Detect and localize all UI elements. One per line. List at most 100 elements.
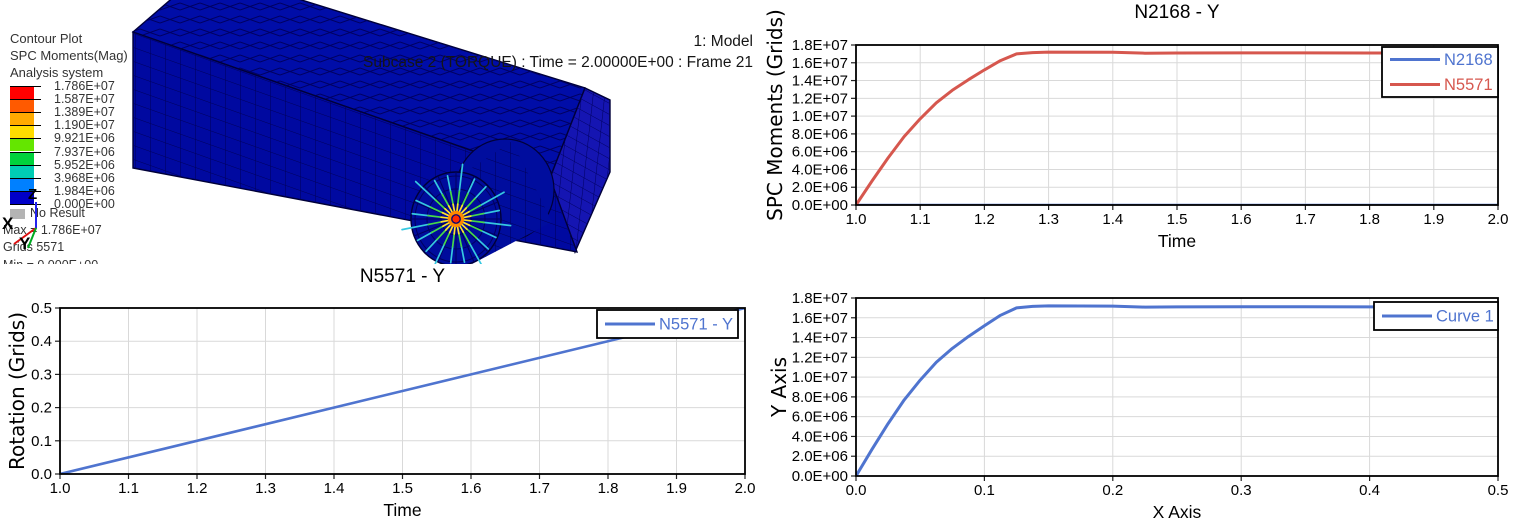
y-tick-label: 4.0E+06 xyxy=(792,428,848,445)
chart-svg-spc-moments: 1.0 1.1 1.2 1.3 1.4 1.5 1.6 1.7 1.8 1.9 2.0 0.0E+00… xyxy=(763,2,1509,251)
x-tick-label: 1.2 xyxy=(974,211,995,228)
contour-legend-header: Contour Plot SPC Moments(Mag) Analysis s… xyxy=(10,30,128,81)
x-tick-label: 1.0 xyxy=(846,211,867,228)
legend-entry-label: N5571 - Y xyxy=(659,316,733,334)
x-tick-label: 1.7 xyxy=(529,480,550,497)
colorbar-tick xyxy=(10,190,41,192)
x-tick-label: 0.5 xyxy=(1488,482,1509,499)
chart-spc-moments[interactable]: 1.0 1.1 1.2 1.3 1.4 1.5 1.6 1.7 1.8 1.9 2.0 0.0E+00… xyxy=(760,0,1520,264)
x-tick-label: 1.8 xyxy=(1359,211,1380,228)
triad-x-label: X xyxy=(2,214,14,233)
y-tick-label: 1.8E+07 xyxy=(792,290,848,307)
colorbar-level-label: 1.587E+07 xyxy=(54,92,115,107)
x-tick-label: 1.8 xyxy=(598,480,619,497)
chart-window-spc-moments[interactable]: 1.0 1.1 1.2 1.3 1.4 1.5 1.6 1.7 1.8 1.9 2.0 0.0E+00… xyxy=(760,0,1520,264)
colorbar-level-label: 1.190E+07 xyxy=(54,118,115,133)
fea-beam-model[interactable] xyxy=(0,0,760,264)
legend-box[interactable]: Curve 1 xyxy=(1373,301,1499,331)
triad-y-label: Y xyxy=(19,234,31,253)
colorbar-band xyxy=(10,112,34,126)
x-tick-label: 1.9 xyxy=(666,480,687,497)
x-tick-label: 1.3 xyxy=(255,480,276,497)
series-n5571[interactable] xyxy=(856,50,1498,205)
series-curve-1[interactable] xyxy=(856,304,1498,476)
y-tick-label: 4.0E+06 xyxy=(792,161,848,178)
min-value-text: Min = 0.000E+00 xyxy=(3,258,98,264)
x-axis-label: X Axis xyxy=(1153,502,1202,522)
legend-entry-label: N2168 xyxy=(1444,51,1493,69)
coordinate-triad: Z X Y xyxy=(0,186,70,264)
x-tick-label: 2.0 xyxy=(735,480,756,497)
y-tick-label: 1.4E+07 xyxy=(792,330,848,347)
grids-text: Grids 5571 xyxy=(3,240,65,254)
triad-x-axis xyxy=(13,227,37,245)
x-tick-label: 1.7 xyxy=(1295,211,1316,228)
x-tick-label: 2.0 xyxy=(1488,211,1509,228)
model-viewport[interactable]: Contour Plot SPC Moments(Mag) Analysis s… xyxy=(0,0,760,264)
y-tick-label: 0.0E+00 xyxy=(792,197,848,214)
y-tick-label: 8.0E+06 xyxy=(792,389,848,406)
x-tick-label: 1.5 xyxy=(392,480,413,497)
legend-box[interactable]: N2168 N5571 xyxy=(1381,46,1499,98)
legend-entry-label: N5571 xyxy=(1444,76,1493,94)
y-tick-label: 1.2E+07 xyxy=(792,349,848,366)
chart-rotation[interactable]: 1.0 1.1 1.2 1.3 1.4 1.5 1.6 1.7 1.8 1.9 2.0 0.0 0.1 0… xyxy=(0,264,760,528)
y-tick-label: 2.0E+06 xyxy=(792,448,848,465)
legend-box[interactable]: N5571 - Y xyxy=(596,309,739,339)
result-type-label: SPC Moments(Mag) xyxy=(10,48,128,63)
colorbar-band xyxy=(10,151,34,165)
colorbar-tick xyxy=(10,203,41,205)
colorbar-tick xyxy=(10,177,41,179)
colorbar-band xyxy=(10,177,34,191)
spider-core xyxy=(452,215,460,223)
colorbar-tick xyxy=(10,138,41,140)
y-tick-label: 0.1 xyxy=(31,433,52,450)
x-tick-label: 1.3 xyxy=(1038,211,1059,228)
no-result-label: No Result xyxy=(30,206,85,220)
x-tick-label: 0.1 xyxy=(974,482,995,499)
legend-entry-label: Curve 1 xyxy=(1436,308,1494,326)
colorbar-tick xyxy=(10,125,41,127)
y-tick-label: 8.0E+06 xyxy=(792,126,848,143)
x-tick-label: 1.0 xyxy=(50,480,71,497)
x-tick-label: 1.9 xyxy=(1423,211,1444,228)
y-tick-label: 0.3 xyxy=(31,366,52,383)
y-tick-label: 1.0E+07 xyxy=(792,108,848,125)
chart-window-rotation[interactable]: 1.0 1.1 1.2 1.3 1.4 1.5 1.6 1.7 1.8 1.9 2.0 0.0 0.1 0… xyxy=(0,264,760,528)
y-tick-label: 1.2E+07 xyxy=(792,90,848,107)
x-tick-label: 0.3 xyxy=(1231,482,1252,499)
chart-window-curve1[interactable]: 0.0 0.1 0.2 0.3 0.4 0.5 0.0E+00 2.0E+06 4.0E+06 6… xyxy=(760,264,1520,528)
contour-plot-label: Contour Plot xyxy=(10,31,83,46)
no-result-swatch xyxy=(10,209,25,219)
colorbar-tick xyxy=(10,151,41,153)
y-tick-label: 2.0E+06 xyxy=(792,179,848,196)
chart-svg-curve1: 0.0 0.1 0.2 0.3 0.4 0.5 0.0E+00 2.0E+06 4.0E+06 6… xyxy=(767,290,1509,522)
y-tick-label: 1.6E+07 xyxy=(792,55,848,72)
x-tick-label: 1.6 xyxy=(1231,211,1252,228)
y-tick-label: 6.0E+06 xyxy=(792,144,848,161)
chart-title: N5571 - Y xyxy=(360,266,446,287)
y-axis-label: Rotation (Grids) xyxy=(5,312,29,470)
x-tick-label: 1.5 xyxy=(1167,211,1188,228)
model-annotation: 1: Model xyxy=(693,33,753,50)
x-tick-label: 0.0 xyxy=(846,482,867,499)
chart-title: N2168 - Y xyxy=(1134,2,1220,23)
x-axis-label: Time xyxy=(1158,231,1196,251)
y-tick-label: 6.0E+06 xyxy=(792,409,848,426)
x-tick-label: 1.4 xyxy=(1102,211,1123,228)
analysis-system-label: Analysis system xyxy=(10,65,104,80)
colorbar-level-label: 7.937E+06 xyxy=(54,144,115,159)
triad-y-axis xyxy=(27,227,37,249)
y-axis-label: SPC Moments (Grids) xyxy=(763,9,787,221)
x-tick-label: 0.4 xyxy=(1359,482,1380,499)
y-tick-label: 0.5 xyxy=(31,300,52,317)
chart-curve1[interactable]: 0.0 0.1 0.2 0.3 0.4 0.5 0.0E+00 2.0E+06 4.0E+06 6… xyxy=(760,264,1520,528)
y-tick-label: 1.4E+07 xyxy=(792,73,848,90)
colorbar-tick xyxy=(10,99,41,101)
chart-svg-rotation: 1.0 1.1 1.2 1.3 1.4 1.5 1.6 1.7 1.8 1.9 2.0 0.0 0.1 0… xyxy=(5,266,756,520)
x-tick-label: 1.4 xyxy=(324,480,345,497)
y-tick-label: 1.6E+07 xyxy=(792,310,848,327)
x-axis-label: Time xyxy=(383,500,421,520)
spider-ring xyxy=(447,210,465,228)
